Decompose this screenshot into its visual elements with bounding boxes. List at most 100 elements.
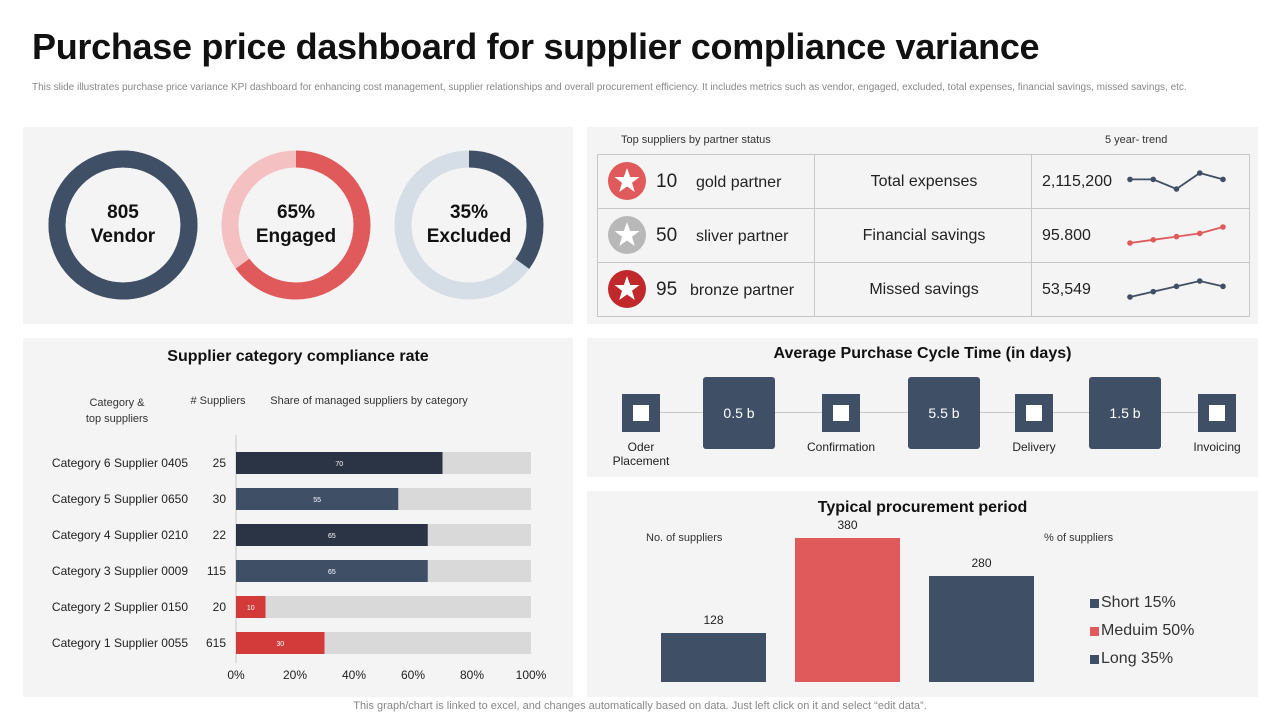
step-confirmation-box bbox=[822, 394, 860, 432]
trend-sparklines bbox=[1127, 170, 1226, 300]
procurement-bar-value: 128 bbox=[703, 613, 724, 628]
bar-track bbox=[236, 596, 531, 618]
x-tick-label: 60% bbox=[400, 668, 426, 682]
partner-count: 10 bbox=[656, 171, 678, 192]
supplier-count: 22 bbox=[212, 528, 226, 542]
col-category-header: Category & top suppliers bbox=[85, 397, 149, 425]
star-icon bbox=[614, 222, 640, 246]
procurement-ylabel: No. of suppliers bbox=[646, 532, 723, 544]
compliance-bar bbox=[236, 632, 325, 654]
procurement-title: Typical procurement period bbox=[817, 499, 1028, 516]
x-tick-label: 40% bbox=[341, 668, 367, 682]
step-label: Confirmation bbox=[806, 440, 876, 454]
gold-star-badge bbox=[608, 162, 646, 200]
footer-note: This graph/chart is linked to excel, and… bbox=[353, 700, 927, 712]
trend-point bbox=[1220, 224, 1226, 230]
legend-medium: Meduim 50% bbox=[1101, 622, 1195, 639]
engaged-pct: 65% bbox=[276, 202, 316, 223]
donut-arc-engaged bbox=[221, 150, 371, 300]
trend-point bbox=[1196, 230, 1203, 237]
category-label: Category 2 Supplier 0150 bbox=[51, 600, 188, 614]
compliance-bar bbox=[236, 452, 443, 474]
excluded-pct: 35% bbox=[449, 202, 489, 223]
donut-vendor-label: 805 Vendor bbox=[48, 201, 198, 249]
procurement-bar-value: 380 bbox=[837, 518, 858, 532]
step-label: Delivery bbox=[1012, 440, 1056, 454]
trend-point bbox=[1220, 283, 1226, 290]
supplier-count: 115 bbox=[206, 564, 226, 578]
supplier-count: 30 bbox=[212, 492, 226, 506]
metric-name: Total expenses bbox=[870, 173, 978, 190]
metric-name: Missed savings bbox=[869, 281, 979, 298]
trend-point bbox=[1220, 176, 1226, 183]
trend-point bbox=[1196, 170, 1203, 176]
bar-value-label: 55 bbox=[313, 497, 321, 504]
donut-charts bbox=[48, 150, 544, 300]
supplier-count: 20 bbox=[212, 600, 226, 614]
x-tick-label: 100% bbox=[515, 668, 547, 682]
metric-value: 2,115,200 bbox=[1042, 173, 1112, 190]
metric-value: 95.800 bbox=[1042, 227, 1091, 244]
x-tick-label: 20% bbox=[282, 668, 308, 682]
bar-value-label: 70 bbox=[335, 461, 343, 468]
partner-name: sliver partner bbox=[696, 228, 789, 245]
compliance-bar bbox=[236, 596, 266, 618]
step-invoicing-box bbox=[1198, 394, 1236, 432]
bronze-star-badge bbox=[608, 270, 646, 308]
trend-point bbox=[1173, 233, 1180, 240]
compliance-bar bbox=[236, 488, 399, 510]
partner-count: 50 bbox=[656, 225, 678, 246]
metric-value: 53,549 bbox=[1042, 281, 1091, 298]
vendor-count: 805 bbox=[107, 202, 139, 223]
trend-point bbox=[1127, 240, 1133, 246]
x-tick-label: 80% bbox=[459, 668, 485, 682]
step-label: Invoicing bbox=[1193, 440, 1241, 454]
trend-point bbox=[1150, 237, 1157, 243]
silver-star-badge bbox=[608, 216, 646, 254]
trend-point bbox=[1196, 278, 1203, 284]
compliance-bar bbox=[236, 524, 428, 546]
x-tick-label: 0% bbox=[227, 668, 245, 682]
star-icon bbox=[614, 276, 640, 300]
step-delivery-box bbox=[1015, 394, 1053, 432]
star-icon bbox=[614, 168, 640, 192]
category-label: Category 3 Supplier 0009 bbox=[51, 564, 188, 578]
category-label: Category 4 Supplier 0210 bbox=[51, 528, 188, 542]
cycle-title: Average Purchase Cycle Time (in days) bbox=[773, 345, 1072, 362]
duration-confirmation-to-delivery: 5.5 b bbox=[908, 377, 980, 449]
engaged-caption: Engaged bbox=[255, 226, 337, 247]
partner-name: gold partner bbox=[696, 174, 782, 191]
compliance-bar bbox=[236, 560, 428, 582]
supplier-count: 615 bbox=[205, 636, 226, 650]
trend-point bbox=[1127, 294, 1133, 300]
legend-swatch-short bbox=[1090, 599, 1099, 608]
col-share-header: Share of managed suppliers by category bbox=[270, 395, 468, 407]
donut-arc-excluded bbox=[394, 150, 544, 300]
partner-table-header: Top suppliers by partner status bbox=[621, 134, 771, 146]
procurement-legend-title: % of suppliers bbox=[1044, 532, 1114, 544]
procurement-bar bbox=[795, 538, 900, 682]
step-order-placement-box bbox=[622, 394, 660, 432]
page-subtitle: This slide illustrates purchase price va… bbox=[32, 82, 1187, 93]
category-label: Category 5 Supplier 0650 bbox=[51, 492, 188, 506]
bar-value-label: 65 bbox=[328, 533, 336, 540]
legend-long: Long 35% bbox=[1101, 650, 1174, 667]
metric-name: Financial savings bbox=[862, 227, 986, 244]
legend-short: Short 15% bbox=[1101, 594, 1176, 611]
donut-arc-vendor bbox=[48, 150, 198, 300]
partner-count: 95 bbox=[656, 279, 678, 300]
bar-value-label: 30 bbox=[276, 641, 284, 648]
category-label: Category 1 Supplier 0055 bbox=[51, 636, 188, 650]
trend-point bbox=[1173, 283, 1180, 290]
trend-point bbox=[1150, 176, 1157, 183]
table-row: 50 sliver partner Financial savings 95.8… bbox=[598, 209, 1249, 263]
donut-engaged-label: 65% Engaged bbox=[221, 201, 371, 249]
vendor-caption: Vendor bbox=[90, 226, 156, 247]
procurement-bar bbox=[661, 633, 766, 682]
duration-order-to-confirmation: 0.5 b bbox=[703, 377, 775, 449]
partner-name: bronze partner bbox=[690, 282, 795, 299]
procurement-bar bbox=[929, 575, 1034, 682]
table-row: 95 bronze partner Missed savings 53,549 bbox=[598, 263, 1249, 316]
compliance-bar-chart: 70 55 65 65 10 30 bbox=[235, 435, 531, 663]
donut-excluded-label: 35% Excluded bbox=[394, 201, 544, 249]
